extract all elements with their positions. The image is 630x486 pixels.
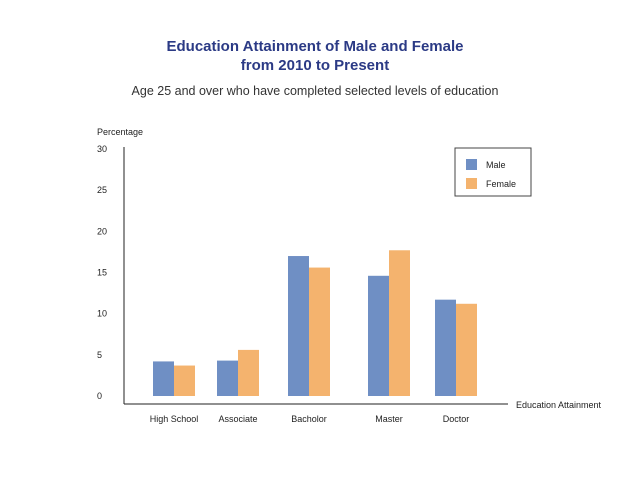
bar-female-high-school (174, 365, 195, 396)
bars-group (153, 250, 477, 396)
legend-label-male: Male (486, 160, 506, 170)
y-tick-label: 10 (97, 309, 107, 319)
y-tick-label: 5 (97, 350, 102, 360)
x-tick-label: High School (150, 414, 199, 424)
bar-female-bacholor (309, 267, 330, 396)
y-tick-label: 25 (97, 185, 107, 195)
legend-swatch-male (466, 159, 477, 170)
legend: Male Female (454, 147, 532, 197)
x-tick-label: Doctor (443, 414, 470, 424)
bar-male-bacholor (288, 256, 309, 396)
y-axis-label: Percentage (97, 127, 143, 137)
legend-label-female: Female (486, 179, 516, 189)
y-tick-labels: 0 5 10 15 20 25 30 (97, 144, 107, 401)
x-tick-label: Master (375, 414, 403, 424)
y-tick-label: 30 (97, 144, 107, 154)
y-tick-label: 15 (97, 268, 107, 278)
legend-swatch-female (466, 178, 477, 189)
x-axis-label: Education Attainment (516, 400, 602, 410)
bar-female-doctor (456, 303, 477, 396)
x-tick-label: Bacholor (291, 414, 327, 424)
chart-title-line-1: Education Attainment of Male and Female (166, 38, 464, 55)
bar-female-master (389, 250, 410, 396)
chart-subtitle: Age 25 and over who have completed selec… (131, 84, 499, 98)
bar-male-high-school (153, 361, 174, 396)
y-tick-label: 0 (97, 391, 102, 401)
bar-female-associate (238, 349, 259, 396)
x-tick-label: Associate (218, 414, 257, 424)
y-tick-label: 20 (97, 226, 107, 236)
bar-male-master (368, 275, 389, 396)
bar-male-doctor (435, 299, 456, 396)
bar-male-associate (217, 360, 238, 396)
chart-title-line-2: from 2010 to Present (240, 57, 390, 74)
x-tick-labels: High School Associate Bacholor Master Doctor (150, 414, 470, 424)
